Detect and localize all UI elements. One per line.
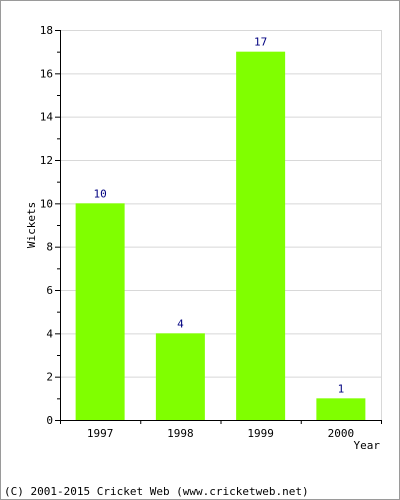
y-tick-label: 12	[40, 154, 53, 167]
y-tick-label: 4	[46, 327, 53, 340]
x-tick-label: 1998	[167, 427, 194, 440]
y-tick-label: 8	[46, 241, 53, 254]
x-tick-label: 1999	[247, 427, 274, 440]
y-tick-label: 16	[40, 67, 53, 80]
data-label: 10	[94, 187, 107, 200]
data-label: 17	[254, 36, 267, 49]
x-axis-label: Year	[354, 439, 381, 452]
y-tick-label: 2	[46, 371, 53, 384]
y-tick-label: 10	[40, 197, 53, 210]
data-label: 1	[338, 382, 345, 395]
axes	[60, 30, 382, 424]
bars	[75, 51, 366, 421]
y-ticks: 0 2 4 6 8 10 12 14 16 18	[40, 24, 60, 427]
y-tick-label: 0	[46, 414, 53, 427]
bar	[316, 398, 366, 420]
x-tick-label: 1997	[87, 427, 114, 440]
bar	[75, 203, 125, 420]
bar	[236, 51, 286, 421]
y-tick-label: 14	[40, 111, 54, 124]
y-tick-label: 18	[40, 24, 53, 37]
copyright-footer: (C) 2001-2015 Cricket Web (www.cricketwe…	[4, 485, 309, 498]
data-labels: 10 4 17 1	[94, 36, 345, 396]
x-tick-labels: 1997 1998 1999 2000	[87, 427, 354, 440]
data-label: 4	[177, 317, 184, 330]
y-tick-label: 6	[46, 284, 53, 297]
y-axis-label: Wickets	[25, 202, 38, 248]
bar	[155, 333, 205, 420]
x-tick-label: 2000	[328, 427, 355, 440]
